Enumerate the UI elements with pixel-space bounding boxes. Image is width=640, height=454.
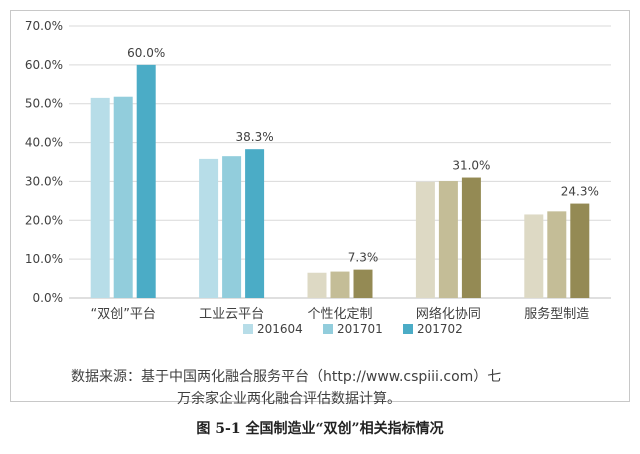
y-tick-label: 10.0% (25, 252, 63, 266)
legend-label: 201604 (257, 322, 303, 336)
y-tick-label: 50.0% (25, 97, 63, 111)
y-tick-label: 40.0% (25, 136, 63, 150)
bar (524, 214, 544, 298)
data-label: 60.0% (127, 46, 165, 60)
y-tick-label: 20.0% (25, 213, 63, 227)
bar (307, 272, 327, 298)
legend-swatch (243, 324, 253, 334)
bar (353, 269, 373, 298)
bar (136, 64, 156, 298)
data-label: 38.3% (236, 130, 274, 144)
bar (245, 149, 265, 298)
x-category-label: “双创”平台 (90, 307, 155, 322)
bar (570, 203, 590, 298)
bar (90, 97, 110, 298)
y-tick-label: 0.0% (33, 291, 64, 305)
bar (113, 96, 133, 298)
x-category-label: 网络化协同 (416, 306, 481, 322)
legend-label: 201701 (337, 322, 383, 336)
legend-swatch (323, 324, 333, 334)
data-label: 7.3% (348, 251, 379, 265)
figure-caption: 图 5-1 全国制造业“双创”相关指标情况 (196, 421, 444, 437)
source-note-line-2: 万余家企业两化融合评估数据计算。 (177, 391, 401, 407)
data-label: 24.3% (561, 185, 599, 199)
y-tick-label: 60.0% (25, 58, 63, 72)
x-category-label: 服务型制造 (524, 306, 589, 322)
x-category-label: 个性化定制 (307, 307, 372, 322)
bar (330, 271, 350, 298)
chart-frame: 0.0% 10.0% 20.0% 30.0% 40.0% 50.0% 60.0% 70.0% 6… (10, 10, 630, 407)
y-tick-label: 70.0% (25, 19, 63, 33)
x-category-label: 工业云平台 (199, 307, 264, 322)
bar (199, 158, 219, 298)
legend-label: 201702 (417, 322, 463, 336)
bar (547, 211, 567, 298)
source-note-line-1: 数据来源：基于中国两化融合服务平台（http://www.cspiii.com）… (71, 369, 502, 385)
legend-swatch (403, 324, 413, 334)
y-tick-label: 30.0% (25, 174, 63, 188)
bar (222, 156, 242, 298)
bar (415, 181, 435, 298)
data-label: 31.0% (452, 159, 490, 173)
bar-chart: 0.0% 10.0% 20.0% 30.0% 40.0% 50.0% 60.0% 70.0% 6… (25, 19, 611, 336)
bar (438, 181, 458, 298)
bar (461, 177, 481, 298)
